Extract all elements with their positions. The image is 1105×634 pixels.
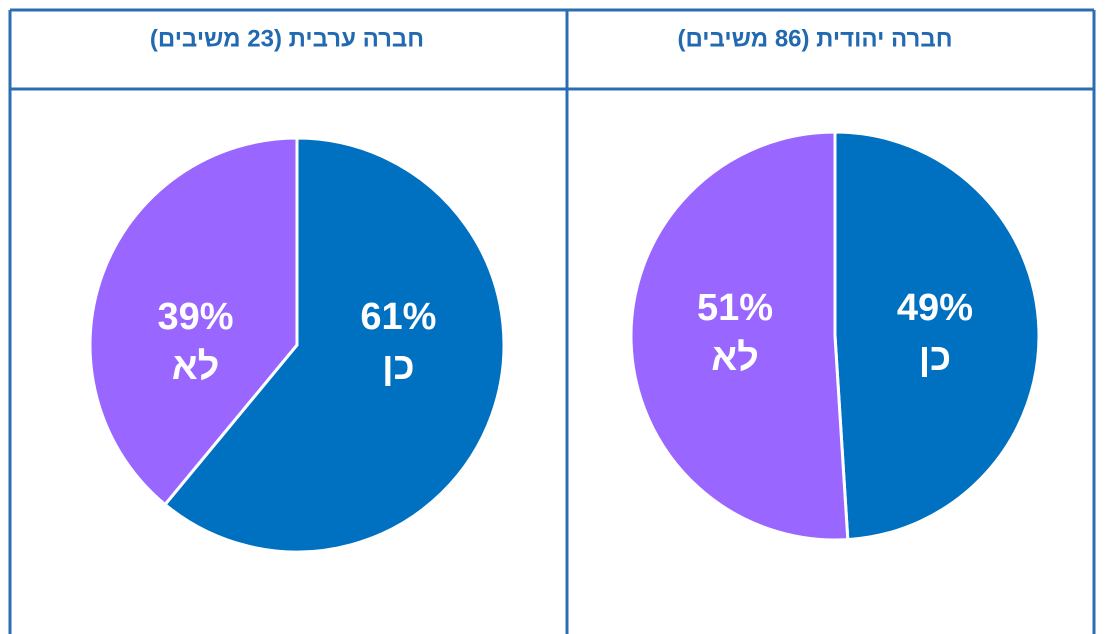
category-label: לא — [711, 337, 759, 379]
category-label: כן — [919, 337, 952, 379]
category-label: כן — [382, 346, 415, 388]
category-label: לא — [172, 346, 220, 388]
pie-slice — [833, 130, 1041, 542]
data-label: 39% — [158, 296, 234, 338]
data-label: 51% — [697, 287, 773, 329]
data-label: 61% — [360, 296, 436, 338]
chart-title: חברה יהודית (86 משיבים) — [677, 25, 952, 52]
chart-title: חברה ערבית (23 משיבים) — [150, 25, 424, 52]
pie-slice — [162, 136, 506, 554]
pie-slice — [629, 130, 850, 542]
pie-slice — [88, 136, 299, 507]
data-label: 49% — [897, 287, 973, 329]
